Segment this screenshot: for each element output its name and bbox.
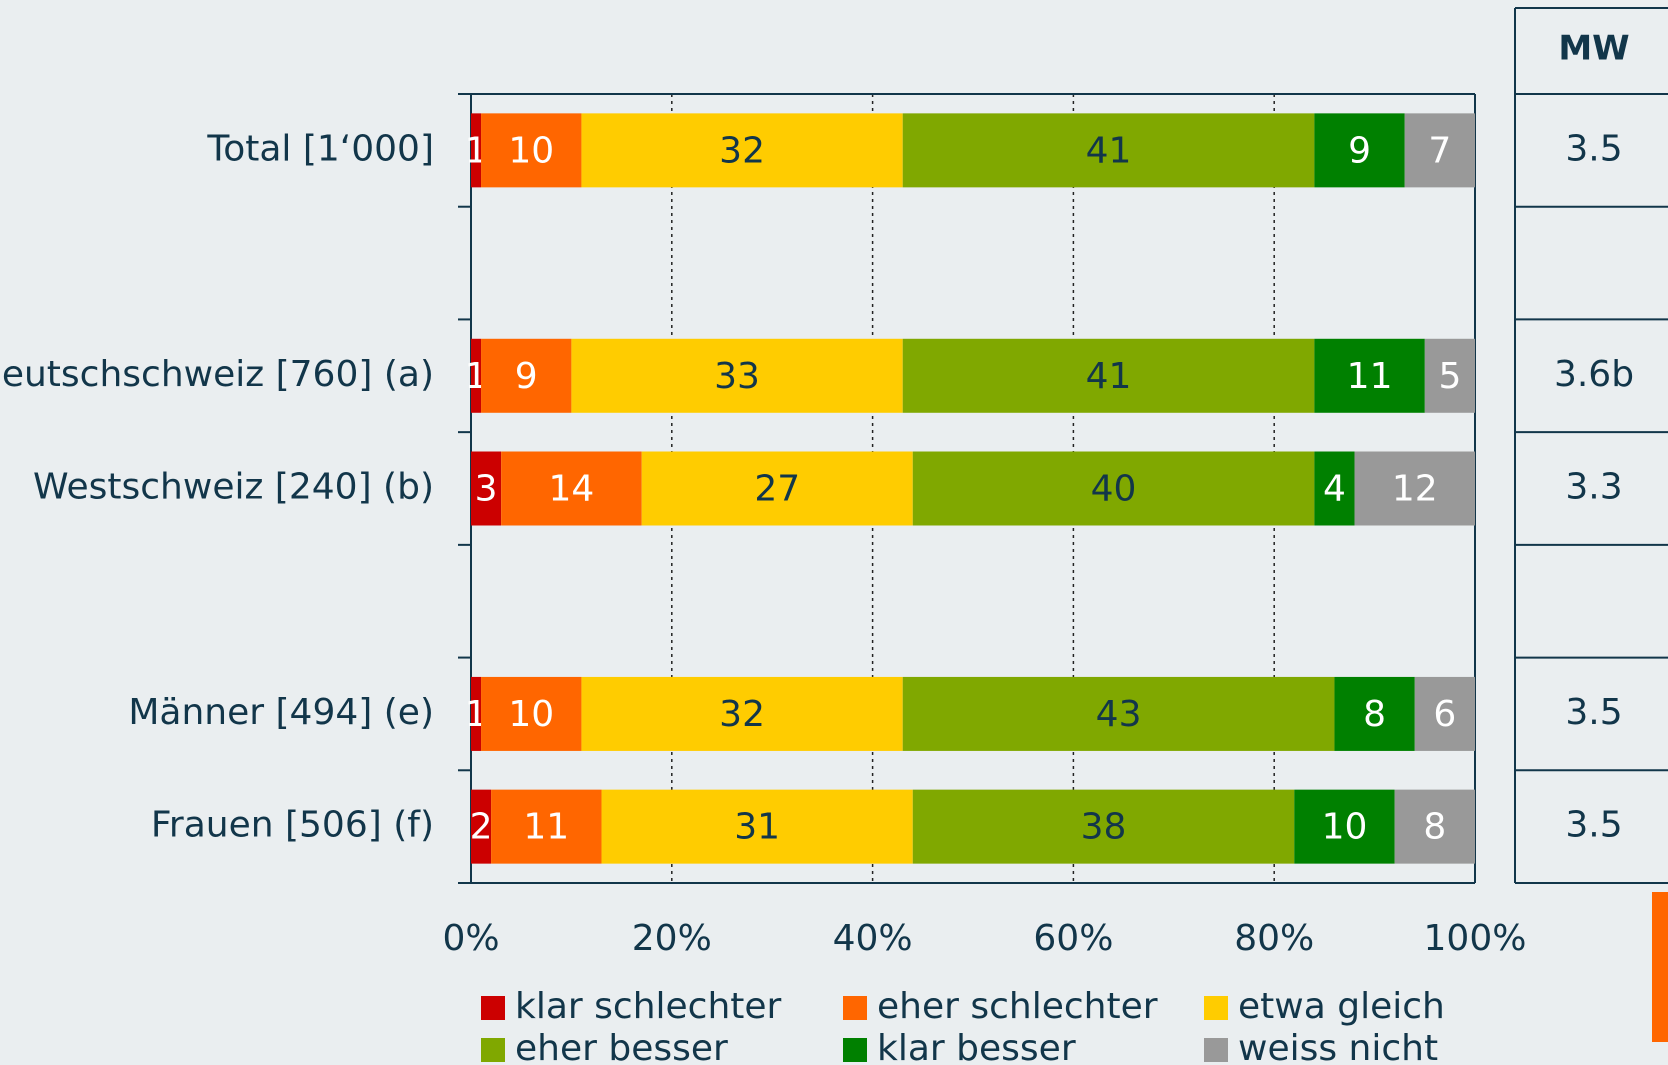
bar-segment (481, 113, 582, 188)
legend-swatch (1204, 1038, 1228, 1062)
bar-segment (581, 113, 903, 188)
bar-segment (902, 676, 1335, 751)
data-label: 32 (719, 130, 765, 171)
data-label: 10 (1322, 807, 1368, 848)
legend-label: eher besser (515, 1028, 728, 1065)
bar-segment (471, 338, 482, 413)
data-label: 38 (1081, 807, 1127, 848)
bar-segment (491, 789, 602, 864)
decoration (1652, 892, 1668, 1042)
bar-segment (1394, 789, 1475, 864)
bar-segment (471, 676, 482, 751)
bar-segment (471, 451, 502, 526)
table-value: 3.5 (1565, 128, 1622, 169)
data-label: 40 (1091, 469, 1137, 510)
bar-segment (501, 451, 642, 526)
y-tick-label: Total [1‘000] (206, 128, 434, 169)
bar-segment (902, 338, 1315, 413)
data-label: 31 (734, 807, 780, 848)
bar-segment (471, 113, 482, 188)
x-tick-label: 100% (1424, 918, 1527, 959)
bar-segment (471, 789, 492, 864)
legend-label: weiss nicht (1238, 1028, 1438, 1065)
data-label: 27 (754, 469, 800, 510)
bar-segment (1354, 451, 1475, 526)
table-header: MW (1558, 29, 1629, 69)
data-label: 11 (1347, 356, 1393, 397)
bar-segment (1404, 113, 1475, 188)
data-label: 7 (1428, 130, 1451, 171)
legend-label: klar schlechter (515, 986, 782, 1027)
bar-segment (581, 676, 903, 751)
bar-segment (571, 338, 903, 413)
x-tick-label: 40% (833, 918, 913, 959)
table-value: 3.5 (1565, 692, 1622, 733)
data-label: 10 (508, 694, 554, 735)
bar-segment (1314, 338, 1425, 413)
bar-segment (641, 451, 913, 526)
y-tick-label: Frauen [506] (f) (151, 805, 434, 846)
x-tick-label: 20% (632, 918, 712, 959)
bar-segment (912, 451, 1315, 526)
bar-segment (1424, 338, 1475, 413)
bar-segment (601, 789, 913, 864)
data-label: 14 (548, 469, 594, 510)
x-tick-label: 0% (442, 918, 499, 959)
data-label: 43 (1096, 694, 1142, 735)
data-label: 41 (1086, 356, 1132, 397)
data-label: 3 (475, 469, 498, 510)
data-label: 6 (1433, 694, 1456, 735)
data-label: 9 (1348, 130, 1371, 171)
bar-segment (481, 676, 582, 751)
legend-swatch (1204, 996, 1228, 1020)
bar-segment (481, 338, 572, 413)
data-label: 9 (515, 356, 538, 397)
table-value: 3.6b (1554, 354, 1634, 395)
data-label: 12 (1392, 469, 1438, 510)
legend-swatch (481, 996, 505, 1020)
table-value: 3.3 (1565, 467, 1622, 508)
legend-label: eher schlechter (877, 986, 1158, 1027)
data-label: 41 (1086, 130, 1132, 171)
y-tick-label: Westschweiz [240] (b) (33, 467, 434, 508)
bar-segment (912, 789, 1295, 864)
legend-swatch (843, 1038, 867, 1062)
bar-segment (1314, 113, 1405, 188)
y-tick-label: Männer [494] (e) (128, 692, 434, 733)
data-label: 8 (1363, 694, 1386, 735)
data-label: 5 (1438, 356, 1461, 397)
legend-swatch (481, 1038, 505, 1062)
data-label: 8 (1423, 807, 1446, 848)
bar-segment (1414, 676, 1475, 751)
y-tick-label: Deutschschweiz [760] (a) (0, 354, 434, 395)
data-label: 10 (508, 130, 554, 171)
legend-label: klar besser (877, 1028, 1076, 1065)
data-label: 11 (523, 807, 569, 848)
x-tick-label: 60% (1033, 918, 1113, 959)
bar-segment (1334, 676, 1415, 751)
x-tick-label: 80% (1234, 918, 1314, 959)
bar-segment (902, 113, 1315, 188)
data-label: 4 (1323, 469, 1346, 510)
bar-segment (1314, 451, 1355, 526)
bar-segment (1294, 789, 1395, 864)
data-label: 2 (470, 807, 493, 848)
legend-label: etwa gleich (1238, 986, 1445, 1027)
legend-swatch (843, 996, 867, 1020)
table-value: 3.5 (1565, 805, 1622, 846)
data-label: 33 (714, 356, 760, 397)
data-label: 32 (719, 694, 765, 735)
